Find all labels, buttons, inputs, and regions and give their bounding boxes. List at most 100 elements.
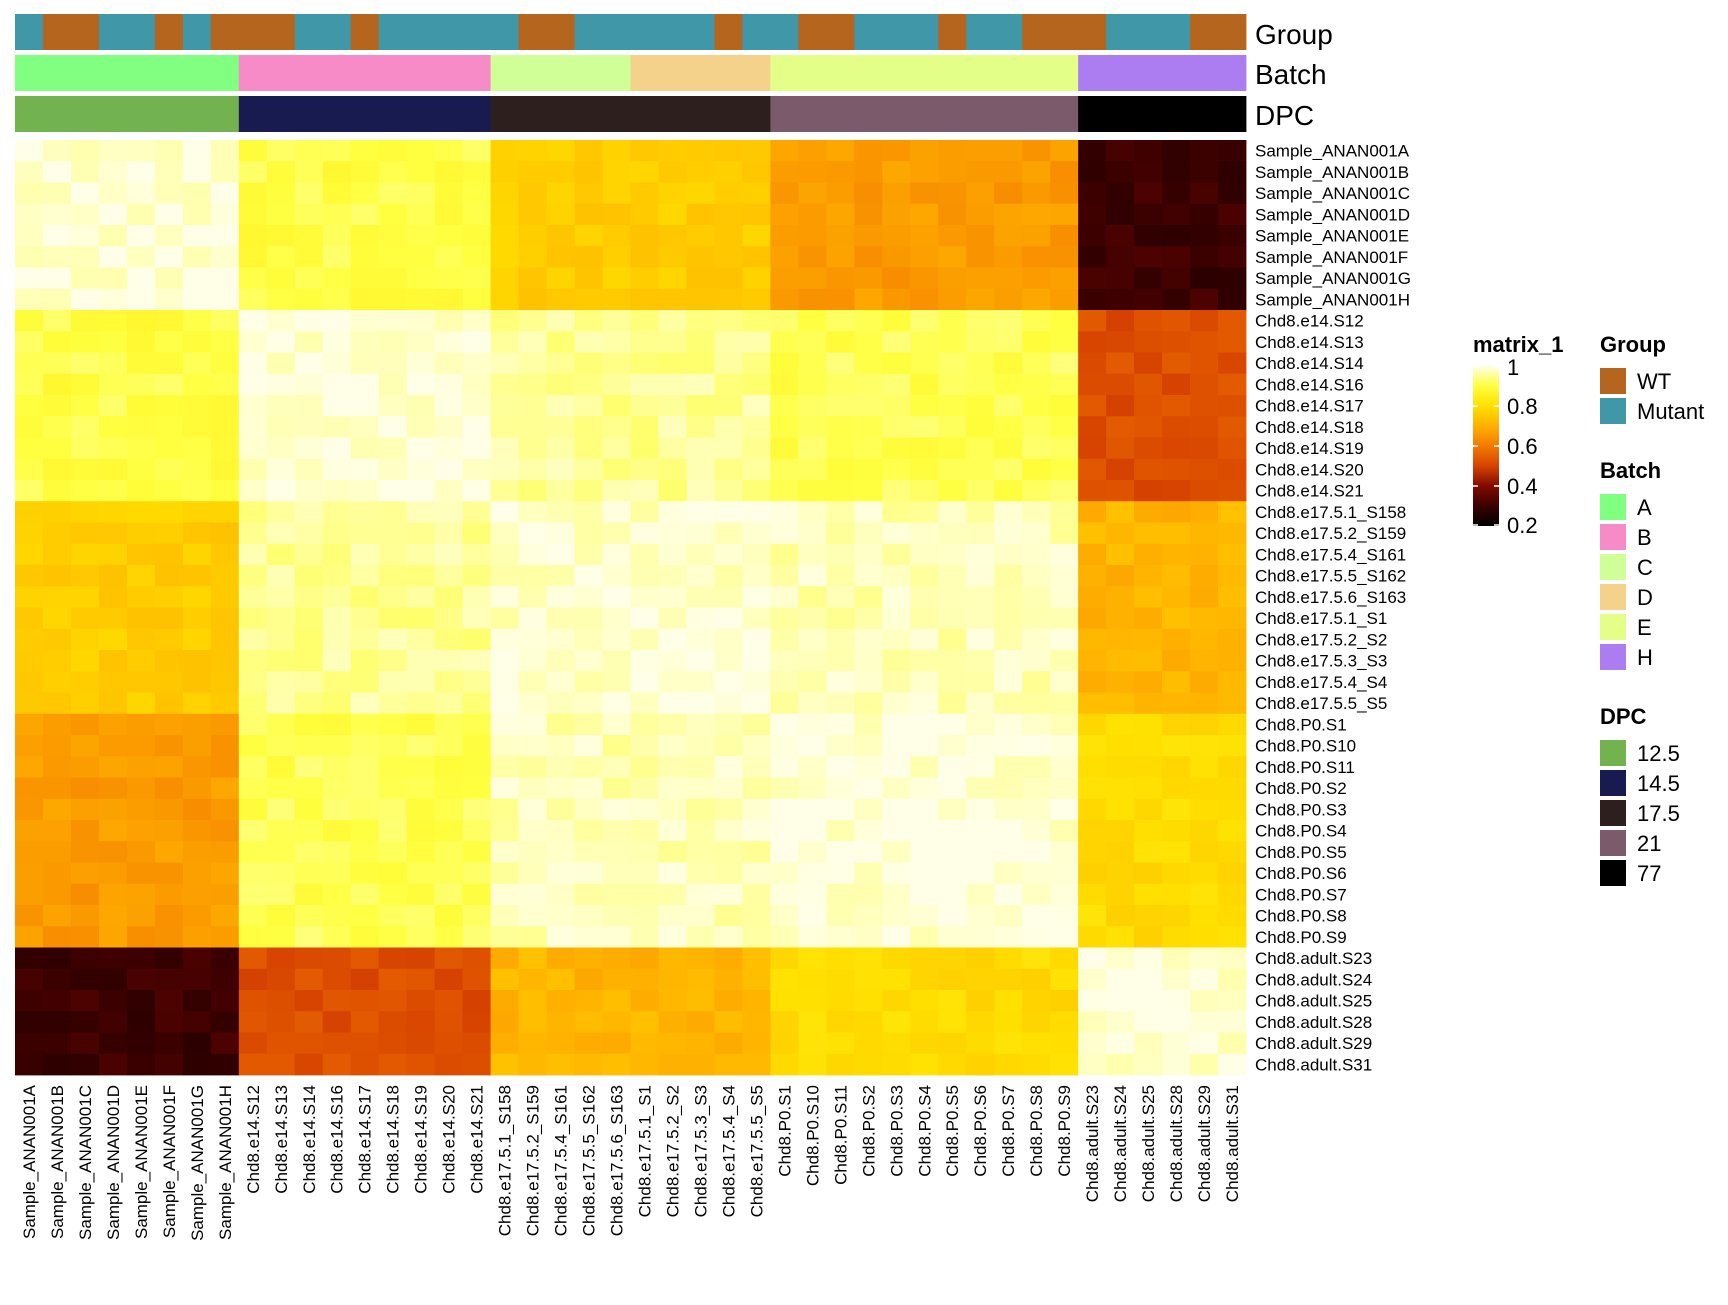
group-annotation-cell (1050, 14, 1079, 50)
heatmap-cell (1050, 395, 1079, 417)
heatmap-cell (182, 246, 212, 268)
heatmap-cell (630, 692, 659, 715)
heatmap-cell (910, 437, 939, 460)
heatmap-cell (742, 140, 771, 162)
batch-annotation-cell (770, 55, 799, 91)
heatmap-cell (98, 905, 128, 927)
heatmap-cell (154, 990, 184, 1012)
heatmap-cell (938, 225, 967, 247)
col-label: Chd8.P0.S1 (775, 1085, 794, 1177)
heatmap-cell (938, 416, 967, 438)
heatmap-cell (98, 777, 128, 800)
row-label: Chd8.e14.S20 (1255, 460, 1364, 479)
heatmap-cell (154, 713, 184, 736)
heatmap-cell (434, 140, 464, 162)
heatmap-cell (42, 1032, 72, 1055)
heatmap-cell (770, 203, 799, 226)
heatmap-cell (826, 862, 855, 885)
group-annotation-cell (126, 14, 156, 50)
heatmap-cell (1078, 140, 1107, 162)
heatmap-cell (378, 692, 408, 715)
row-labels: Sample_ANAN001ASample_ANAN001BSample_ANA… (1255, 142, 1411, 1075)
heatmap-cell (1134, 777, 1163, 800)
heatmap-cell (294, 395, 324, 417)
heatmap-cell (658, 203, 687, 226)
heatmap-cell (210, 395, 240, 417)
heatmap-cell (994, 395, 1023, 417)
heatmap-cell (658, 161, 687, 183)
heatmap-cell (462, 883, 492, 906)
heatmap-cell (1218, 182, 1247, 205)
heatmap-cell (350, 225, 380, 247)
heatmap-cell (714, 820, 743, 842)
heatmap-cell (1022, 373, 1051, 396)
row-label: Chd8.e17.5.4_S4 (1255, 673, 1387, 692)
heatmap-cell (154, 543, 184, 566)
heatmap-cell (266, 1032, 296, 1055)
heatmap-cell (350, 947, 380, 970)
heatmap-cell (182, 926, 212, 948)
heatmap-cell (154, 586, 184, 608)
heatmap-cell (462, 288, 492, 311)
heatmap-cell (882, 1011, 911, 1033)
heatmap-cell (1162, 416, 1191, 438)
heatmap-cell (1134, 862, 1163, 885)
heatmap-cell (350, 1032, 380, 1055)
heatmap-cell (70, 968, 100, 991)
heatmap-cell (854, 947, 883, 970)
heatmap-cell (1162, 395, 1191, 417)
group-annotation-cell (854, 14, 883, 50)
dpc-annotation-cell (518, 96, 547, 132)
heatmap-cell (126, 522, 156, 545)
heatmap-cell (1050, 140, 1079, 162)
heatmap-cell (406, 246, 436, 268)
heatmap-cell (742, 416, 771, 438)
heatmap-cell (910, 395, 939, 417)
heatmap-cell (322, 905, 352, 927)
heatmap-cell (266, 628, 296, 651)
heatmap-cell (938, 458, 967, 481)
heatmap-cell (742, 968, 771, 991)
heatmap-cell (462, 352, 492, 375)
heatmap-cell (798, 947, 827, 970)
batch-annotation-cell (798, 55, 827, 91)
col-label: Chd8.P0.S11 (831, 1085, 850, 1185)
heatmap-cell (15, 650, 44, 672)
heatmap-cell (1050, 458, 1079, 481)
heatmap-cell (266, 777, 296, 800)
heatmap-cell (1022, 437, 1051, 460)
heatmap-cell (798, 565, 827, 587)
heatmap-cell (42, 182, 72, 205)
heatmap-cell (70, 841, 100, 863)
heatmap-cell (1218, 990, 1247, 1012)
heatmap-cell (658, 182, 687, 205)
heatmap-cell (406, 161, 436, 183)
heatmap-cell (210, 1011, 240, 1033)
heatmap-cell (882, 607, 911, 630)
heatmap-cell (70, 246, 100, 268)
heatmap-cell (42, 947, 72, 970)
heatmap-cell (826, 458, 855, 481)
heatmap-cell (854, 203, 883, 226)
heatmap-cell (210, 140, 240, 162)
heatmap-cell (882, 373, 911, 396)
heatmap-cell (966, 756, 995, 778)
heatmap-cell (938, 798, 967, 821)
heatmap-cell (770, 968, 799, 991)
heatmap-cell (378, 820, 408, 842)
heatmap-cell (518, 310, 547, 332)
heatmap-cell (882, 798, 911, 821)
heatmap-cell (350, 267, 380, 290)
heatmap-cell (602, 883, 631, 906)
heatmap-cell (126, 1011, 156, 1033)
heatmap-cell (294, 161, 324, 183)
heatmap-cell (1134, 1011, 1163, 1033)
heatmap-cell (322, 373, 352, 396)
heatmap-cell (910, 225, 939, 247)
heatmap-cell (238, 671, 268, 693)
heatmap-cell (1078, 798, 1107, 821)
heatmap-cell (294, 692, 324, 715)
dpc-legend-swatch (1600, 830, 1626, 856)
heatmap-cell (938, 820, 967, 842)
